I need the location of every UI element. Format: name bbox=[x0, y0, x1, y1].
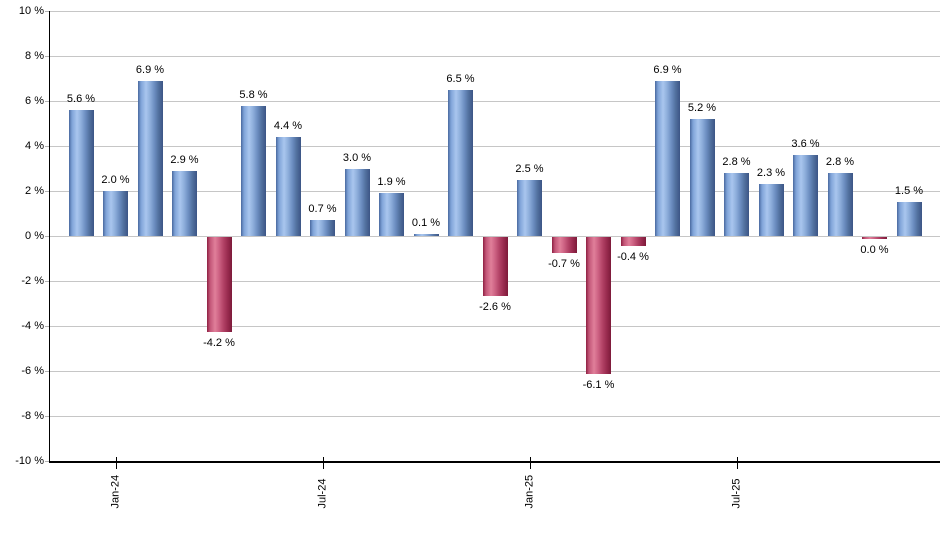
x-axis-line bbox=[49, 461, 940, 463]
y-axis-label: 10 % bbox=[18, 5, 44, 17]
bar-value-label: 2.8 % bbox=[722, 156, 751, 168]
bar-value-label: 0.1 % bbox=[411, 216, 441, 229]
y-axis-label: -6 % bbox=[21, 365, 44, 377]
bar bbox=[827, 173, 853, 236]
bar-value-label: 2.9 % bbox=[170, 153, 199, 166]
bar-value-label: 2.0 % bbox=[101, 174, 130, 186]
bar bbox=[275, 137, 301, 236]
y-axis-label: 4 % bbox=[25, 140, 44, 152]
bar-value-label: 6.9 % bbox=[135, 63, 165, 76]
y-axis-tick bbox=[45, 236, 49, 237]
y-axis-label: 8 % bbox=[25, 50, 44, 62]
x-axis-tick bbox=[322, 457, 324, 469]
bar-value-label: 6.5 % bbox=[446, 72, 475, 85]
x-axis-label: Jan-25 bbox=[523, 474, 535, 509]
bar bbox=[448, 89, 473, 236]
y-grid-line bbox=[49, 11, 940, 12]
bar bbox=[586, 237, 611, 375]
bar-value-label: -0.4 % bbox=[617, 251, 649, 263]
y-axis-tick bbox=[45, 146, 49, 147]
bar-value-label: -2.6 % bbox=[479, 300, 511, 313]
y-axis-label: -4 % bbox=[21, 320, 44, 332]
bar-value-label: 0.0 % bbox=[860, 244, 889, 256]
bar bbox=[758, 184, 784, 236]
bar bbox=[310, 220, 335, 236]
y-grid-line bbox=[49, 236, 940, 237]
bar bbox=[896, 202, 922, 236]
bar bbox=[655, 80, 680, 236]
bar-value-label: -0.7 % bbox=[548, 257, 580, 270]
bar bbox=[413, 233, 439, 236]
bar bbox=[137, 80, 163, 236]
y-grid-line bbox=[49, 326, 940, 327]
bar-value-label: 1.9 % bbox=[377, 176, 406, 189]
y-axis-tick bbox=[45, 371, 49, 372]
y-axis-tick bbox=[45, 461, 49, 462]
bar-value-label: 2.8 % bbox=[825, 156, 855, 168]
y-axis-tick bbox=[45, 11, 49, 12]
y-grid-line bbox=[49, 371, 940, 372]
x-axis-label: Jul-25 bbox=[730, 478, 742, 509]
bar bbox=[517, 179, 542, 236]
bar-value-label: 5.2 % bbox=[687, 102, 717, 114]
bar bbox=[482, 237, 508, 296]
bar-value-label: 3.6 % bbox=[791, 138, 820, 150]
bar bbox=[68, 110, 94, 236]
y-grid-line bbox=[49, 146, 940, 147]
bar-value-label: 2.3 % bbox=[756, 167, 786, 180]
bar-value-label: 2.5 % bbox=[515, 162, 544, 175]
bar bbox=[241, 105, 266, 236]
y-axis-line bbox=[49, 11, 50, 463]
y-axis-label: 6 % bbox=[25, 95, 44, 107]
bar bbox=[172, 170, 197, 236]
y-axis-label: -8 % bbox=[21, 410, 44, 422]
y-axis-tick bbox=[45, 326, 49, 327]
bar-value-label: 1.5 % bbox=[894, 185, 924, 198]
y-axis-label: -10 % bbox=[15, 455, 44, 467]
y-axis-tick bbox=[45, 416, 49, 417]
bar bbox=[793, 155, 818, 236]
bar-value-label: 6.9 % bbox=[653, 63, 682, 76]
bar bbox=[620, 237, 646, 246]
y-grid-line bbox=[49, 56, 940, 57]
x-axis-label: Jul-24 bbox=[316, 478, 328, 509]
bar bbox=[551, 237, 577, 253]
bar bbox=[103, 191, 128, 236]
bar bbox=[689, 119, 715, 236]
x-axis-tick bbox=[736, 457, 738, 469]
bar-value-label: 3.0 % bbox=[342, 151, 372, 164]
bar-value-label: 4.4 % bbox=[273, 120, 303, 132]
y-grid-line bbox=[49, 101, 940, 102]
bar-value-label: 5.8 % bbox=[239, 88, 268, 101]
bar-value-label: -6.1 % bbox=[582, 379, 615, 392]
y-grid-line bbox=[49, 416, 940, 417]
y-axis-label: 0 % bbox=[25, 230, 44, 242]
x-axis-label: Jan-24 bbox=[109, 474, 121, 509]
bar-value-label: 5.6 % bbox=[66, 93, 96, 105]
bar-value-label: 0.7 % bbox=[308, 203, 337, 216]
bar bbox=[206, 237, 232, 332]
y-axis-tick bbox=[45, 101, 49, 102]
y-axis-tick bbox=[45, 191, 49, 192]
bar bbox=[724, 173, 749, 236]
bar bbox=[379, 193, 404, 236]
bar bbox=[862, 237, 887, 239]
x-axis-tick bbox=[529, 457, 531, 469]
bar-value-label: -4.2 % bbox=[203, 336, 235, 349]
x-axis-tick bbox=[115, 457, 117, 469]
y-axis-label: -2 % bbox=[21, 275, 44, 287]
y-axis-tick bbox=[45, 281, 49, 282]
bar bbox=[344, 168, 370, 236]
y-axis-label: 2 % bbox=[25, 185, 44, 197]
y-grid-line bbox=[49, 191, 940, 192]
y-axis-tick bbox=[45, 56, 49, 57]
